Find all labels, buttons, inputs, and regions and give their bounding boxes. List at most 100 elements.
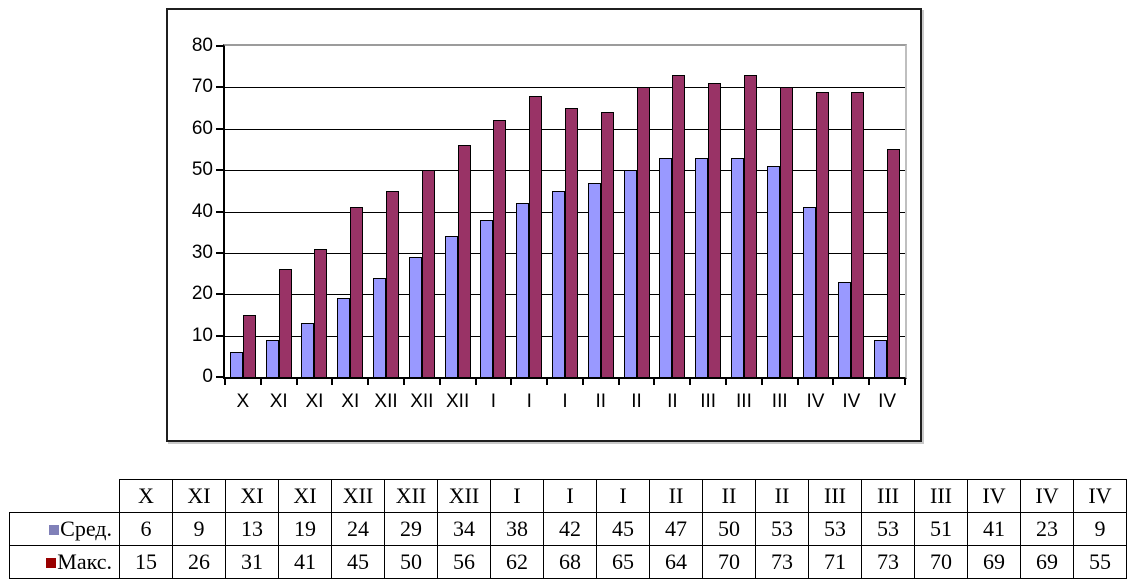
value-cell: 41 bbox=[278, 545, 332, 579]
month-header-cell: III bbox=[861, 479, 915, 513]
y-axis-tick bbox=[216, 210, 223, 213]
x-axis-tick bbox=[331, 379, 334, 385]
bar-sred bbox=[337, 298, 351, 377]
value-cell: 53 bbox=[808, 512, 862, 546]
y-axis-label: 40 bbox=[191, 200, 213, 222]
x-axis-tick bbox=[438, 379, 441, 385]
value-cell: 65 bbox=[596, 545, 650, 579]
bar-sred bbox=[730, 158, 744, 377]
maks-legend-marker-icon bbox=[46, 558, 57, 568]
month-header-cell: III bbox=[914, 479, 968, 513]
x-axis-label: XII bbox=[374, 391, 398, 412]
month-header-cell: I bbox=[543, 479, 597, 513]
value-cell: 68 bbox=[543, 545, 597, 579]
x-axis-tick bbox=[617, 379, 620, 385]
bar-maks bbox=[565, 108, 578, 377]
x-axis-label: IV bbox=[806, 391, 825, 412]
bar-maks bbox=[278, 269, 292, 377]
x-axis-label: III bbox=[771, 391, 788, 412]
bar-maks bbox=[672, 75, 686, 377]
x-axis-label: I bbox=[526, 391, 532, 412]
bar-chart-frame: 0 10 20 30 40 50 60 70 80 X XI XI XI XII XII XII I I I II I… bbox=[166, 8, 922, 442]
y-axis-tick bbox=[216, 251, 223, 254]
month-header-cell: I bbox=[490, 479, 544, 513]
x-axis-tick bbox=[367, 379, 370, 385]
y-axis-label: 0 bbox=[202, 366, 213, 387]
month-header-cell: II bbox=[702, 479, 756, 513]
value-cell: 50 bbox=[702, 512, 756, 546]
x-axis-tick bbox=[832, 379, 835, 385]
bar-maks bbox=[421, 170, 435, 377]
bar-sred bbox=[623, 170, 637, 377]
y-axis-tick bbox=[216, 293, 223, 296]
month-header-cell: II bbox=[649, 479, 703, 513]
month-header-cell: I bbox=[596, 479, 650, 513]
x-axis-tick bbox=[510, 379, 513, 385]
value-cell: 69 bbox=[967, 545, 1021, 579]
month-header-cell: X bbox=[119, 479, 173, 513]
bar-sred bbox=[265, 340, 279, 377]
value-cell: 29 bbox=[384, 512, 438, 546]
month-header-cell: III bbox=[808, 479, 862, 513]
table-corner-cell bbox=[10, 480, 120, 513]
bar-maks bbox=[457, 145, 471, 377]
value-cell: 70 bbox=[702, 545, 756, 579]
value-cell: 50 bbox=[384, 545, 438, 579]
y-axis-tick bbox=[216, 169, 223, 172]
x-axis-label: IV bbox=[878, 391, 897, 412]
value-cell: 15 bbox=[119, 545, 173, 579]
value-cell: 71 bbox=[808, 545, 862, 579]
bar-sred bbox=[480, 220, 494, 377]
value-cell: 64 bbox=[649, 545, 703, 579]
x-axis-label: II bbox=[631, 391, 642, 412]
value-cell: 62 bbox=[490, 545, 544, 579]
x-axis-label: XI bbox=[305, 391, 324, 412]
bar-sred bbox=[301, 323, 315, 377]
x-axis-tick bbox=[295, 379, 298, 385]
x-axis-tick bbox=[224, 379, 226, 385]
bar-maks bbox=[314, 249, 328, 377]
y-axis-label: 30 bbox=[191, 241, 213, 263]
row-label-cell: Сред. bbox=[9, 512, 120, 546]
value-cell: 51 bbox=[914, 512, 968, 546]
x-axis-label: I bbox=[490, 391, 497, 412]
x-axis-tick bbox=[868, 379, 871, 385]
value-cell: 9 bbox=[172, 512, 226, 546]
y-axis-tick bbox=[216, 127, 223, 130]
y-axis-label: 20 bbox=[191, 283, 213, 305]
month-header-cell: XI bbox=[278, 479, 332, 513]
bar-sred bbox=[695, 158, 709, 377]
value-cell: 24 bbox=[331, 512, 385, 546]
month-header-cell: IV bbox=[1073, 479, 1127, 513]
row-label-cell: Макс. bbox=[9, 545, 120, 579]
plot-area bbox=[223, 44, 907, 379]
x-axis-label: IV bbox=[842, 391, 861, 412]
table-row-sred: Сред. 6 9 13 19 24 29 34 38 42 45 47 50 53 53 53 51 41 23 9 bbox=[9, 512, 1127, 546]
value-cell: 55 bbox=[1073, 545, 1127, 579]
y-axis-label: 10 bbox=[191, 324, 213, 346]
bar-sred bbox=[659, 158, 673, 377]
x-axis-tick bbox=[581, 379, 584, 385]
x-axis-tick bbox=[689, 379, 692, 385]
bar-maks bbox=[386, 191, 400, 377]
x-axis-tick bbox=[402, 379, 405, 385]
x-axis-label: I bbox=[562, 391, 568, 412]
x-axis-tick bbox=[474, 379, 477, 385]
table-header-row: X XI XI XI XII XII XII I I I II II II III III III IV IV IV bbox=[10, 479, 1127, 513]
bar-sred bbox=[802, 207, 816, 377]
y-axis-label: 60 bbox=[191, 117, 213, 139]
bar-sred bbox=[766, 166, 780, 377]
bar-maks bbox=[350, 207, 364, 377]
value-cell: 31 bbox=[225, 545, 279, 579]
bar-maks bbox=[779, 87, 793, 377]
month-header-cell: II bbox=[755, 479, 809, 513]
data-table: X XI XI XI XII XII XII I I I II II II III III III IV IV IV… bbox=[9, 479, 1127, 579]
bar-maks bbox=[743, 75, 757, 377]
x-axis-label: II bbox=[667, 391, 678, 412]
x-axis-label: XII bbox=[410, 391, 434, 412]
gridline bbox=[225, 87, 905, 89]
value-cell: 34 bbox=[437, 512, 491, 546]
value-cell: 73 bbox=[755, 545, 809, 579]
value-cell: 23 bbox=[1020, 512, 1074, 546]
value-cell: 41 bbox=[967, 512, 1021, 546]
